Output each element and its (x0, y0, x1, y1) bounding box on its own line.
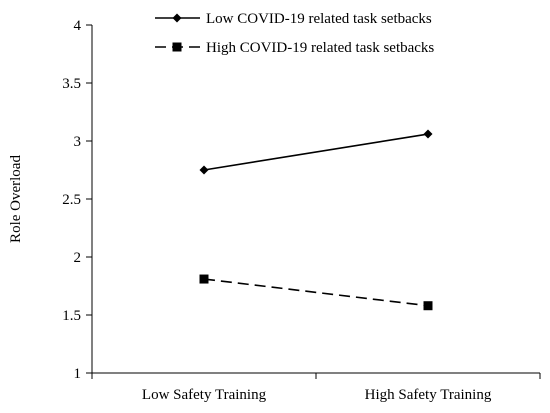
series-2 (199, 274, 433, 311)
x-ticks: Low Safety Training High Safety Training (91, 373, 541, 403)
x-tick-label: High Safety Training (365, 387, 492, 403)
y-tick-label: 2 (74, 250, 82, 266)
legend-label: Low COVID-19 related task setbacks (206, 11, 432, 27)
data-point (199, 165, 209, 175)
y-tick-label: 3 (74, 134, 82, 150)
legend-marker (172, 42, 182, 52)
y-tick-label: 3.5 (62, 76, 81, 92)
y-tick-label: 4 (74, 18, 82, 34)
y-axis-title: Role Overload (8, 155, 24, 243)
series-layer (199, 129, 433, 311)
legend: Low COVID-19 related task setbacks High C… (155, 11, 434, 56)
legend-item-1: Low COVID-19 related task setbacks (155, 11, 432, 27)
data-point (199, 274, 209, 284)
data-point (423, 301, 433, 311)
y-tick-label: 2.5 (62, 192, 81, 208)
series-line (203, 278, 429, 307)
x-tick-label: Low Safety Training (142, 387, 267, 403)
y-ticks: 1 1.5 2 2.5 3 3.5 4 (62, 18, 92, 382)
y-tick-label: 1 (74, 366, 82, 382)
series-line (203, 133, 429, 171)
legend-marker (172, 13, 182, 23)
legend-item-2: High COVID-19 related task setbacks (155, 40, 434, 56)
series-1 (199, 129, 433, 175)
legend-label: High COVID-19 related task setbacks (206, 40, 434, 56)
axes (91, 25, 540, 374)
y-tick-label: 1.5 (62, 308, 81, 324)
data-point (423, 129, 433, 139)
